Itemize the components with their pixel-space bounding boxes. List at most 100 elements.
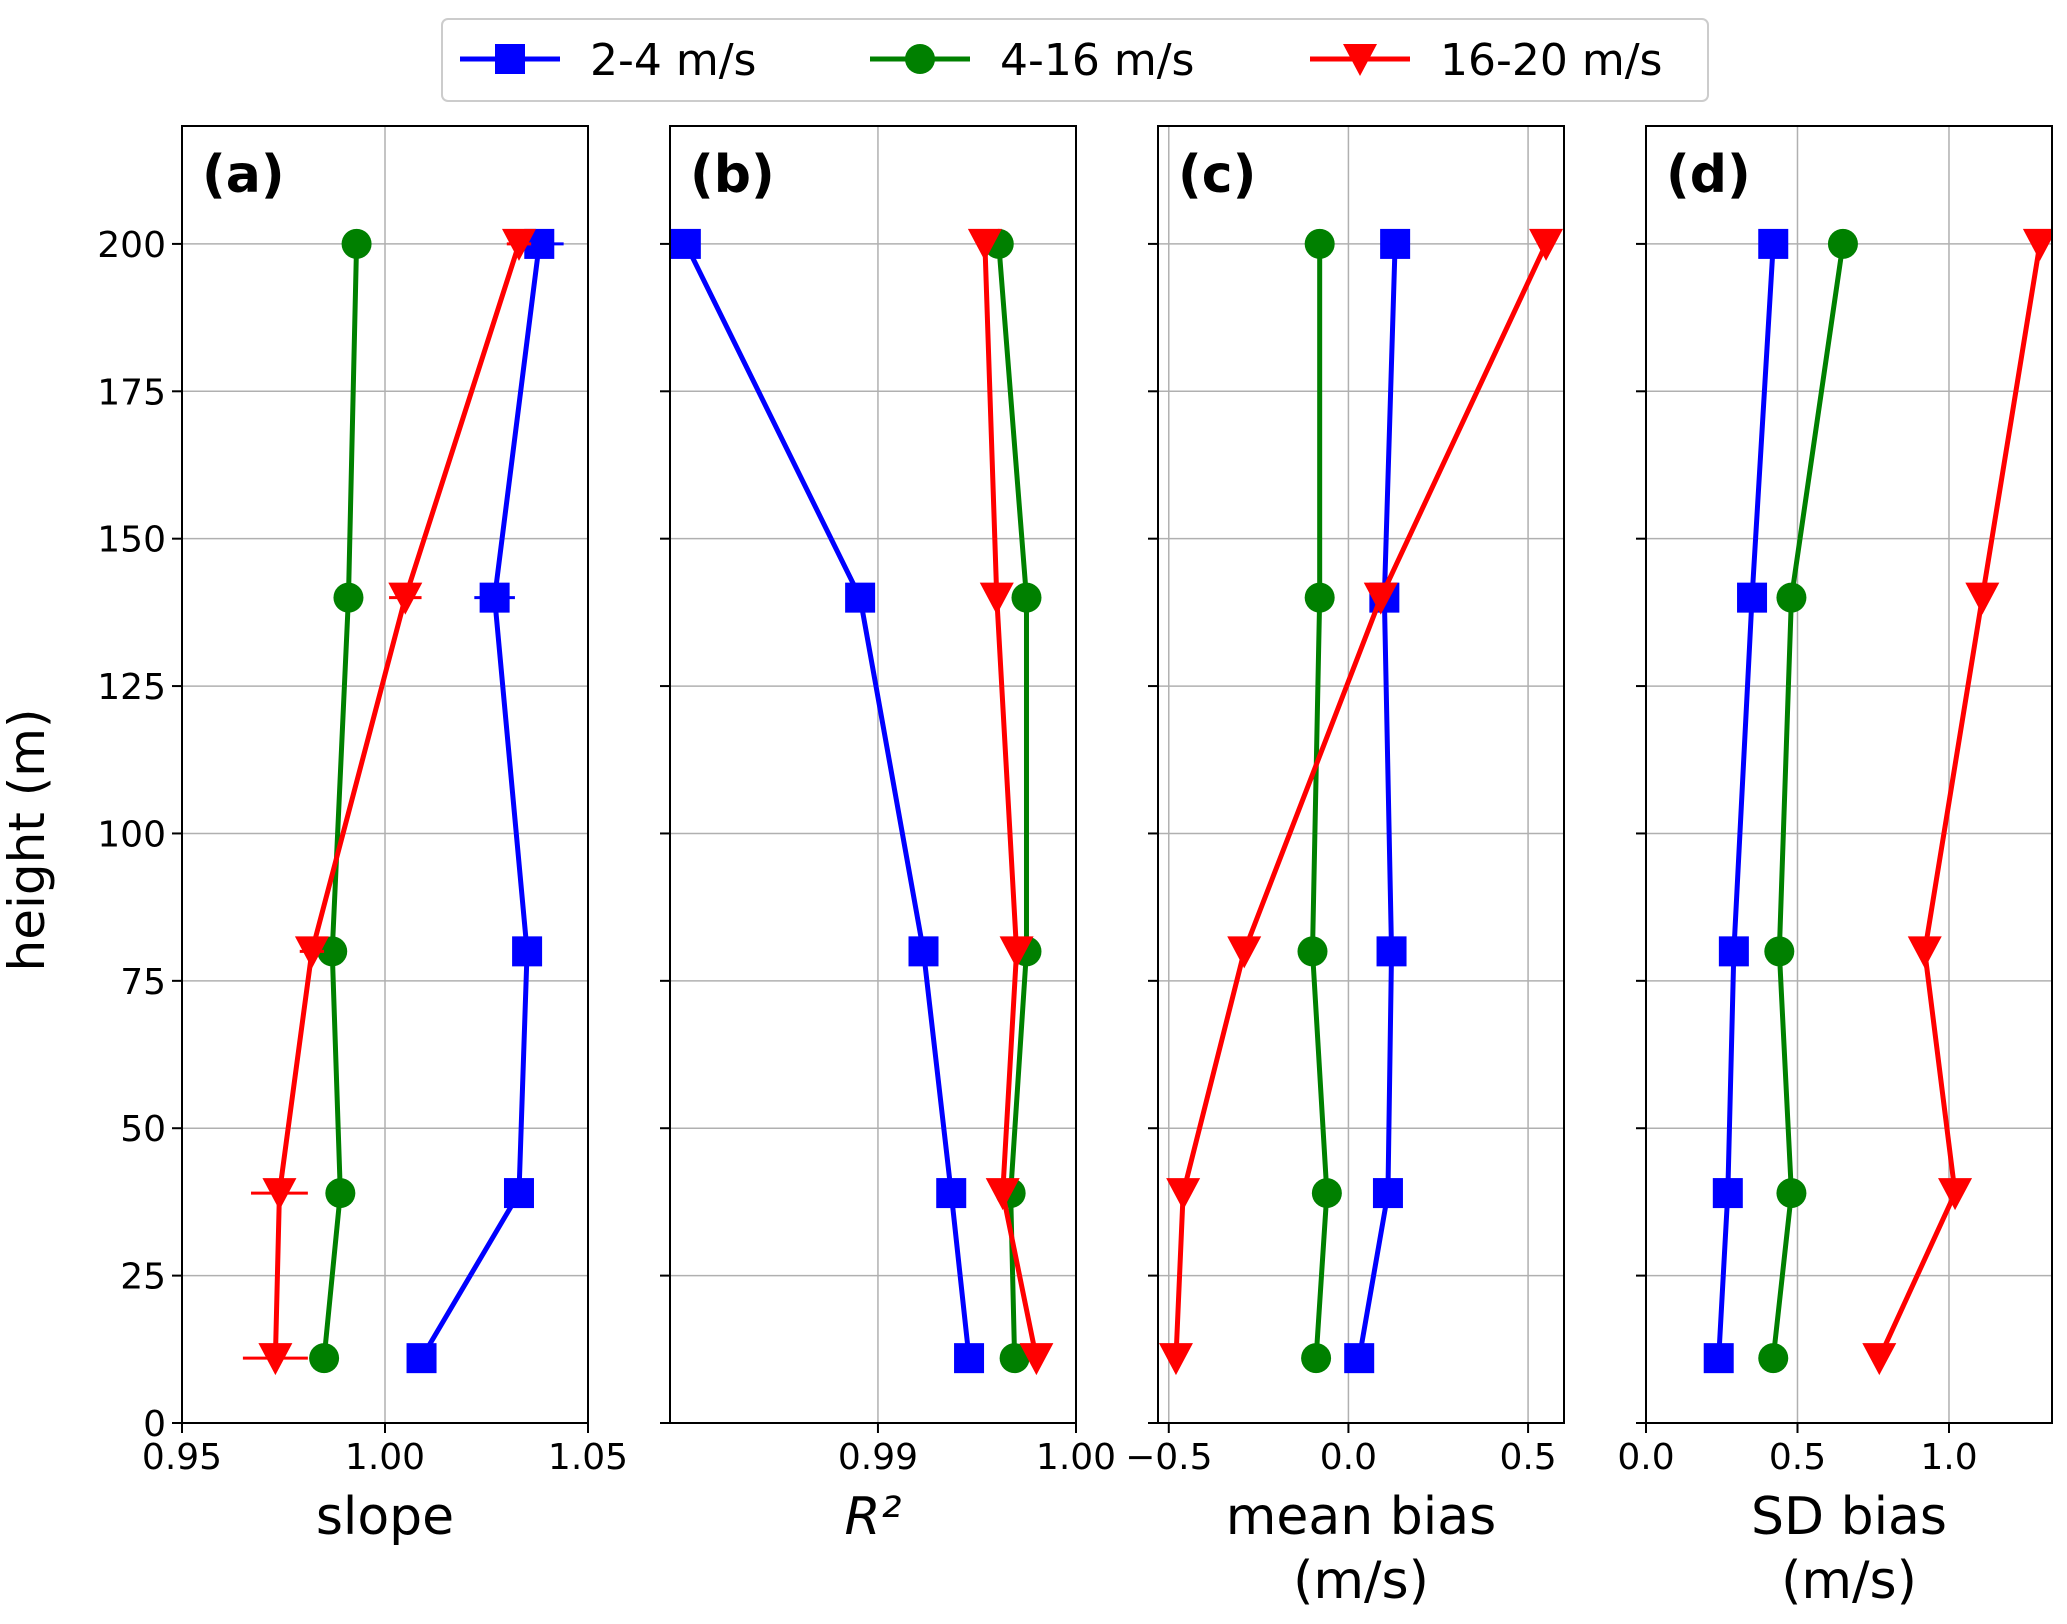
panel-label: (c): [1178, 145, 1256, 205]
data-point-2-4-m-s: [1758, 228, 1789, 259]
data-point-4-16-m-s: [1304, 228, 1335, 259]
data-point-4-16-m-s: [1776, 1178, 1807, 1209]
data-point-4-16-m-s: [1311, 1178, 1342, 1209]
y-tick-label: 75: [120, 962, 166, 1003]
y-tick-label: 25: [120, 1257, 166, 1298]
data-point-16-20-m-s: [979, 582, 1014, 615]
x-axis-label: mean bias: [1226, 1487, 1496, 1547]
data-point-2-4-m-s: [1718, 936, 1749, 967]
data-point-4-16-m-s: [325, 1178, 356, 1209]
data-point-2-4-m-s: [954, 1343, 985, 1374]
data-point-2-4-m-s: [670, 228, 701, 259]
x-tick-label: 0.95: [142, 1437, 222, 1478]
data-point-2-4-m-s: [406, 1343, 437, 1374]
data-point-16-20-m-s: [294, 936, 329, 969]
data-point-16-20-m-s: [388, 582, 423, 615]
data-point-4-16-m-s: [1827, 228, 1858, 259]
x-tick-label: 0.0: [1320, 1437, 1377, 1478]
panels: 0 25 50 75 100 125 150 175 200 0.95 1.00 1.05 (a) slo…: [97, 125, 2053, 1611]
data-point-2-4-m-s: [1372, 1178, 1403, 1209]
data-point-16-20-m-s: [1529, 228, 1564, 261]
panel-data: [242, 228, 564, 1376]
data-point-2-4-m-s: [512, 936, 543, 967]
data-point-2-4-m-s: [845, 582, 876, 613]
x-tick-label: 1.00: [345, 1437, 425, 1478]
data-point-4-16-m-s: [333, 582, 364, 613]
data-point-2-4-m-s: [1380, 228, 1411, 259]
x-axis-label: SD bias: [1751, 1487, 1947, 1547]
panel-data: [1158, 228, 1564, 1376]
series-line-16-20-m-s: [272, 243, 522, 1359]
data-point-16-20-m-s: [1965, 582, 2000, 615]
data-point-16-20-m-s: [262, 1178, 297, 1211]
data-point-4-16-m-s: [999, 1343, 1030, 1374]
panel-label: (d): [1666, 145, 1751, 205]
data-point-2-4-m-s: [503, 1178, 534, 1209]
series-line-2-4-m-s: [683, 242, 972, 1359]
legend-marker-1: [495, 44, 525, 74]
x-tick-label: 0.99: [838, 1437, 918, 1478]
x-tick-label: 0.5: [1499, 1437, 1556, 1478]
x-tick-label: 1.00: [1036, 1437, 1116, 1478]
data-point-16-20-m-s: [967, 228, 1002, 261]
panel-frame: [1645, 125, 2053, 1424]
data-point-16-20-m-s: [501, 228, 536, 261]
x-tick-label: 1.05: [548, 1437, 628, 1478]
data-point-4-16-m-s: [1301, 1343, 1332, 1374]
y-tick-label: 100: [97, 814, 166, 855]
y-tick-label: 125: [97, 667, 166, 708]
x-tick-label: 0.5: [1769, 1437, 1826, 1478]
x-axis-label: (m/s): [1293, 1551, 1429, 1611]
data-point-2-4-m-s: [479, 582, 510, 613]
data-point-4-16-m-s: [1011, 582, 1042, 613]
y-tick-label: 0: [143, 1404, 166, 1445]
panel-frame: [181, 125, 589, 1424]
data-point-16-20-m-s: [1907, 936, 1942, 969]
legend: 2-4 m/s 4-16 m/s 16-20 m/s: [441, 18, 1709, 102]
data-point-4-16-m-s: [1297, 936, 1328, 967]
panel-4: 0.0 0.5 1.0 (d) SD bias(m/s): [1617, 125, 2053, 1611]
data-point-16-20-m-s: [1363, 582, 1398, 615]
panel-2: 0.99 1.00 (b) R²: [660, 125, 1116, 1547]
x-tick-label: −0.5: [1125, 1437, 1212, 1478]
series-line-16-20-m-s: [1173, 242, 1549, 1359]
panel-1: 0 25 50 75 100 125 150 175 200 0.95 1.00 1.05 (a) slo…: [97, 125, 628, 1547]
panel-frame: [669, 125, 1077, 1424]
data-point-4-16-m-s: [1776, 582, 1807, 613]
legend-label-1: 2-4 m/s: [590, 35, 756, 86]
data-point-16-20-m-s: [2022, 228, 2052, 261]
data-point-4-16-m-s: [341, 228, 372, 259]
data-point-2-4-m-s: [1344, 1343, 1375, 1374]
x-axis-label: slope: [316, 1487, 454, 1547]
legend-frame: [441, 18, 1709, 102]
panel-label: (a): [202, 145, 285, 205]
data-point-16-20-m-s: [1166, 1178, 1201, 1211]
y-tick-label: 50: [120, 1109, 166, 1150]
data-point-16-20-m-s: [1938, 1178, 1973, 1211]
x-axis-label: R²: [845, 1487, 902, 1547]
panel-label: (b): [690, 145, 775, 205]
data-point-2-4-m-s: [1376, 936, 1407, 967]
panel-data: [670, 228, 1054, 1376]
data-point-16-20-m-s: [1227, 936, 1262, 969]
data-point-2-4-m-s: [908, 936, 939, 967]
panel-data: [1703, 228, 2052, 1376]
panel-3: −0.5 0.0 0.5 (c) mean bias(m/s): [1125, 125, 1565, 1611]
data-point-4-16-m-s: [309, 1343, 340, 1374]
y-axis-label: height (m): [0, 709, 56, 972]
x-tick-label: 0.0: [1617, 1437, 1674, 1478]
data-point-2-4-m-s: [936, 1178, 967, 1209]
x-axis-label: (m/s): [1781, 1551, 1917, 1611]
x-tick-label: 1.0: [1920, 1437, 1977, 1478]
data-point-4-16-m-s: [1758, 1343, 1789, 1374]
data-point-4-16-m-s: [1304, 582, 1335, 613]
y-tick-label: 200: [97, 225, 166, 266]
data-point-2-4-m-s: [1703, 1343, 1734, 1374]
data-point-16-20-m-s: [985, 1178, 1020, 1211]
data-point-16-20-m-s: [258, 1343, 293, 1376]
legend-label-3: 16-20 m/s: [1440, 35, 1662, 86]
data-point-16-20-m-s: [1862, 1343, 1897, 1376]
data-point-2-4-m-s: [1712, 1178, 1743, 1209]
data-point-2-4-m-s: [1737, 582, 1768, 613]
